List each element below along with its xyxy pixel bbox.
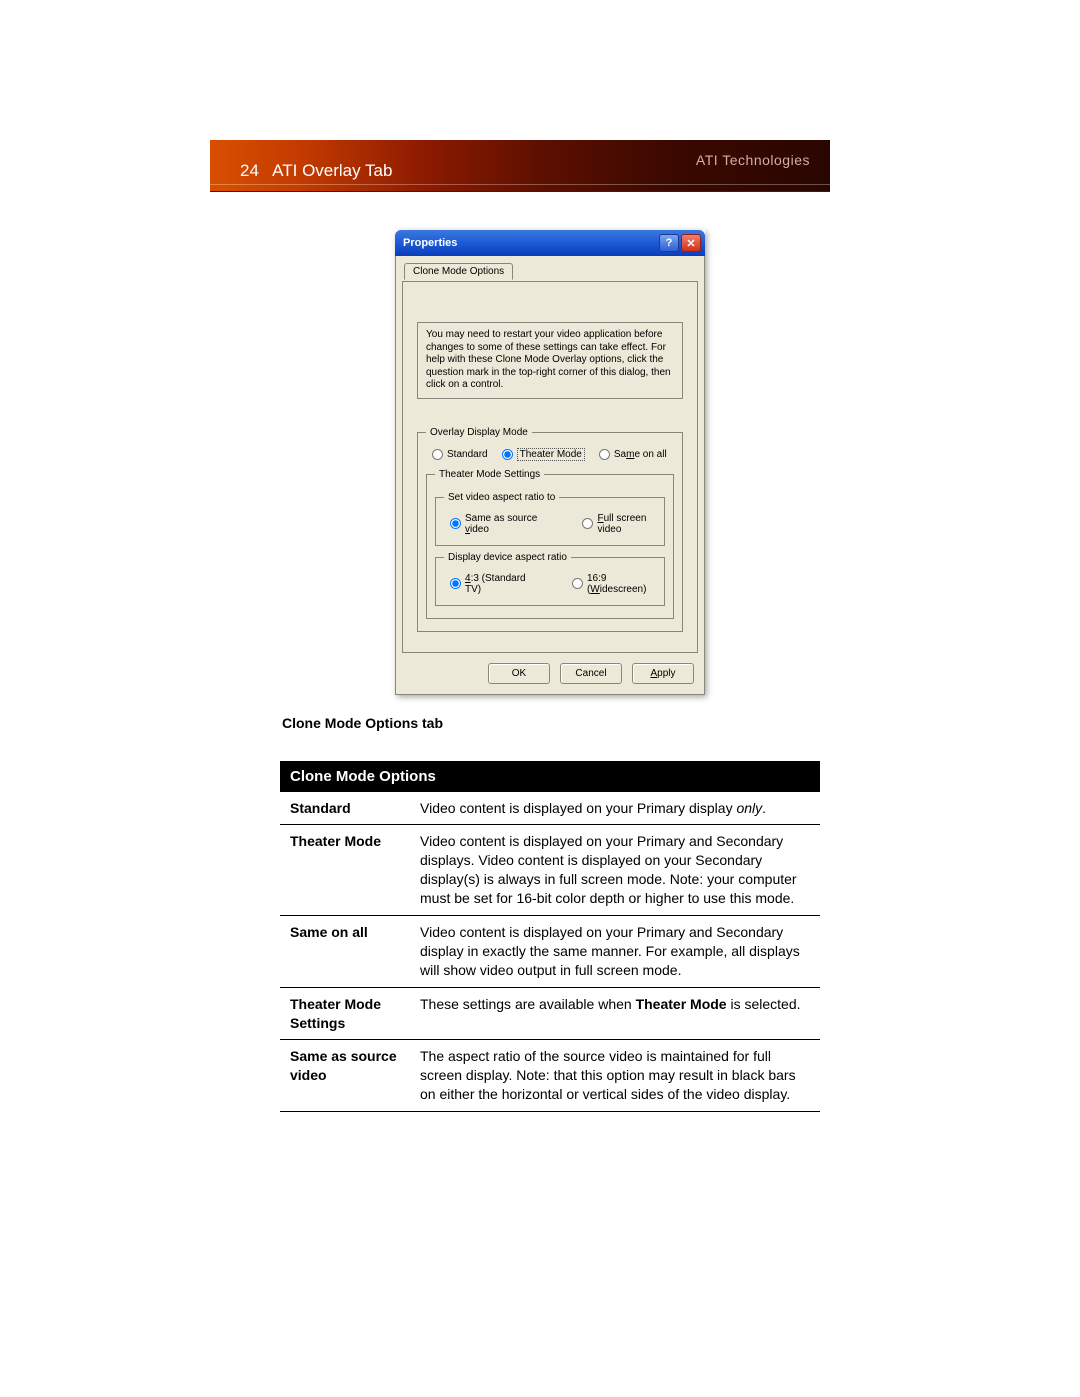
- page-title-text: ATI Overlay Tab: [272, 161, 392, 180]
- group-aspect-src: Set video aspect ratio to Same as source…: [435, 492, 665, 546]
- row-value: Video content is displayed on your Prima…: [410, 825, 820, 916]
- row-key: Theater Mode: [280, 825, 410, 916]
- radio-same-label: Same on all: [614, 449, 667, 460]
- table-row: Theater Mode Video content is displayed …: [280, 825, 820, 916]
- dialog-button-row: OK Cancel Apply: [402, 653, 698, 686]
- radio-4-3-label: 4:3 (Standard TV): [465, 573, 532, 595]
- group-theater-mode-settings: Theater Mode Settings Set video aspect r…: [426, 469, 674, 619]
- tab-strip: Clone Mode Options: [402, 262, 698, 282]
- radio-16-9-label: 16:9 (Widescreen): [587, 573, 656, 595]
- row-value: These settings are available when Theate…: [410, 987, 820, 1040]
- row-value: The aspect ratio of the source video is …: [410, 1040, 820, 1112]
- page-title: 24 ATI Overlay Tab: [240, 161, 392, 181]
- radio-same-on-all[interactable]: Same on all: [599, 449, 667, 460]
- tab-panel: You may need to restart your video appli…: [402, 281, 698, 653]
- radio-4-3[interactable]: 4:3 (Standard TV): [450, 573, 532, 595]
- table-row: Same on all Video content is displayed o…: [280, 915, 820, 987]
- group-aspect-dev: Display device aspect ratio 4:3 (Standar…: [435, 552, 665, 606]
- row-key: Same on all: [280, 915, 410, 987]
- clone-mode-options-table: Clone Mode Options Standard Video conten…: [280, 761, 820, 1113]
- table-header-row: Clone Mode Options: [280, 761, 820, 792]
- radio-theater-mode[interactable]: Theater Mode: [502, 448, 585, 461]
- table-row: Standard Video content is displayed on y…: [280, 792, 820, 825]
- help-button[interactable]: ?: [659, 234, 679, 252]
- cancel-button[interactable]: Cancel: [560, 663, 622, 684]
- row-key: Theater Mode Settings: [280, 987, 410, 1040]
- aspect-src-row: Same as source video Full screen video: [444, 511, 656, 539]
- page-number: 24: [240, 161, 259, 180]
- group-overlay-display-mode: Overlay Display Mode Standard Theater Mo…: [417, 427, 683, 632]
- radio-standard-input[interactable]: [432, 449, 443, 460]
- table-header: Clone Mode Options: [280, 761, 820, 792]
- page-content: Properties ? ✕ Clone Mode Options You ma…: [280, 230, 820, 1112]
- document-page: 24 ATI Overlay Tab ATI Technologies Prop…: [0, 0, 1080, 1397]
- tab-clone-mode-options[interactable]: Clone Mode Options: [404, 263, 513, 280]
- radio-theater-input[interactable]: [502, 449, 513, 460]
- radio-full-screen-label: Full screen video: [597, 513, 656, 535]
- brand-label: ATI Technologies: [696, 152, 810, 168]
- close-button[interactable]: ✕: [681, 234, 701, 252]
- radio-same-input[interactable]: [599, 449, 610, 460]
- overlay-mode-row: Standard Theater Mode Same on all: [426, 446, 674, 465]
- legend-overlay-display-mode: Overlay Display Mode: [426, 427, 532, 438]
- radio-same-as-source-input[interactable]: [450, 518, 461, 529]
- radio-4-3-input[interactable]: [450, 578, 461, 589]
- ok-button[interactable]: OK: [488, 663, 550, 684]
- radio-same-as-source-label: Same as source video: [465, 513, 542, 535]
- table-row: Theater Mode Settings These settings are…: [280, 987, 820, 1040]
- radio-full-screen[interactable]: Full screen video: [582, 513, 656, 535]
- page-header: 24 ATI Overlay Tab ATI Technologies: [210, 140, 830, 192]
- legend-aspect-dev: Display device aspect ratio: [444, 552, 571, 563]
- radio-full-screen-input[interactable]: [582, 518, 593, 529]
- apply-button[interactable]: Apply: [632, 663, 694, 684]
- dialog-body: Clone Mode Options You may need to resta…: [395, 256, 705, 695]
- radio-16-9-input[interactable]: [572, 578, 583, 589]
- info-text: You may need to restart your video appli…: [417, 322, 683, 399]
- legend-theater-mode-settings: Theater Mode Settings: [435, 469, 544, 480]
- radio-standard[interactable]: Standard: [432, 449, 488, 460]
- radio-16-9[interactable]: 16:9 (Widescreen): [572, 573, 656, 595]
- screenshot-caption: Clone Mode Options tab: [282, 715, 820, 731]
- table-row: Same as source video The aspect ratio of…: [280, 1040, 820, 1112]
- radio-theater-label: Theater Mode: [517, 448, 585, 461]
- row-value: Video content is displayed on your Prima…: [410, 915, 820, 987]
- row-key: Same as source video: [280, 1040, 410, 1112]
- dialog-title: Properties: [403, 237, 657, 249]
- aspect-dev-row: 4:3 (Standard TV) 16:9 (Widescreen): [444, 571, 656, 599]
- legend-aspect-src: Set video aspect ratio to: [444, 492, 559, 503]
- dialog-titlebar: Properties ? ✕: [395, 230, 705, 256]
- radio-standard-label: Standard: [447, 449, 488, 460]
- row-key: Standard: [280, 792, 410, 825]
- row-value: Video content is displayed on your Prima…: [410, 792, 820, 825]
- radio-same-as-source[interactable]: Same as source video: [450, 513, 542, 535]
- properties-dialog: Properties ? ✕ Clone Mode Options You ma…: [395, 230, 705, 695]
